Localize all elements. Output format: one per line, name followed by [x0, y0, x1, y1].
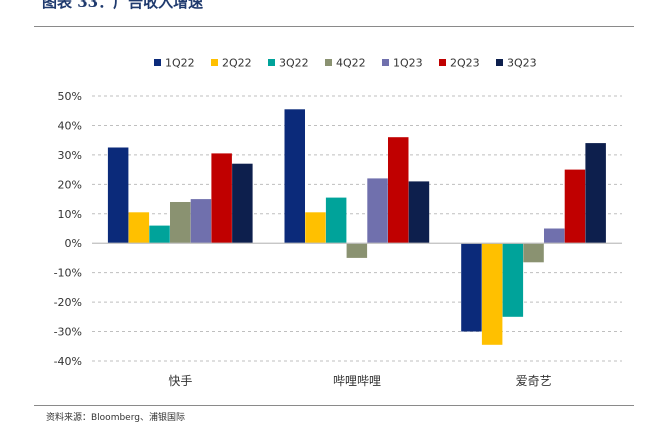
bar-1q22-2 — [284, 109, 305, 244]
bar-1q22-1 — [107, 147, 129, 244]
y-tick-label: 30% — [58, 149, 82, 162]
x-tick-label: 快手 — [168, 374, 192, 388]
y-axis-ticks: -40% -30% -20% -10% 0% 10% 20% 30% 40% 50% — [54, 90, 82, 368]
y-tick-label: 10% — [58, 208, 82, 221]
bar-2q23-3 — [564, 169, 586, 244]
title-divider — [34, 26, 634, 27]
bar-2q23-1 — [211, 153, 232, 244]
legend-swatch — [154, 59, 161, 66]
source-divider — [34, 405, 634, 406]
x-tick-label: 哔哩哔哩 — [333, 374, 381, 388]
legend-label: 1Q23 — [393, 57, 423, 70]
bar-1q22-3 — [461, 243, 482, 332]
legend-swatch — [382, 59, 389, 66]
y-tick-label: 50% — [58, 90, 82, 103]
bar-1q23-1 — [190, 199, 212, 244]
ad-revenue-growth-chart: -40% -30% -20% -10% 0% 10% 20% 30% 40% 50% 快手 哔哩哔哩… — [54, 57, 622, 388]
figure-title: 图表 33：广告收入增速 — [42, 0, 204, 11]
bar-2q23-2 — [388, 137, 409, 244]
y-tick-label: 20% — [58, 178, 82, 191]
y-tick-label: -20% — [54, 296, 82, 309]
bar-3q22-2 — [325, 197, 347, 244]
bars — [107, 109, 606, 345]
legend-swatch — [439, 59, 446, 66]
bar-3q23-3 — [585, 143, 606, 244]
legend-swatch — [325, 59, 332, 66]
bar-3q22-3 — [502, 243, 524, 317]
legend-label: 2Q22 — [222, 57, 252, 70]
bar-3q23-2 — [408, 181, 430, 244]
gridlines — [92, 95, 622, 362]
legend-label: 3Q23 — [507, 57, 537, 70]
legend-label: 1Q22 — [165, 57, 195, 70]
legend-swatch — [496, 59, 503, 66]
bar-3q23-1 — [232, 163, 253, 244]
bar-4q22-3 — [523, 243, 544, 263]
legend-label: 2Q23 — [450, 57, 480, 70]
legend-label: 3Q22 — [279, 57, 309, 70]
x-axis-ticks: 快手 哔哩哔哩 爱奇艺 — [168, 374, 551, 388]
legend-swatch — [268, 59, 275, 66]
y-tick-label: 40% — [58, 119, 82, 132]
y-tick-label: -40% — [54, 355, 82, 368]
bar-4q22-2 — [346, 243, 368, 258]
y-tick-label: -10% — [54, 267, 82, 280]
y-tick-label: -30% — [54, 326, 82, 339]
bar-4q22-1 — [170, 202, 191, 244]
legend-label: 4Q22 — [336, 57, 366, 70]
bar-1q23-3 — [544, 228, 565, 244]
legend: 1Q22 2Q22 3Q22 4Q22 1Q23 2Q23 3Q23 — [154, 57, 537, 70]
x-tick-label: 爱奇艺 — [516, 374, 552, 388]
bar-1q23-2 — [367, 178, 388, 244]
legend-swatch — [211, 59, 218, 66]
bar-2q22-3 — [481, 243, 503, 345]
source-note: 资料来源：Bloomberg、浦银国际 — [46, 413, 185, 423]
bar-2q22-1 — [128, 212, 150, 244]
bar-3q22-1 — [149, 225, 170, 244]
bar-2q22-2 — [305, 212, 326, 244]
y-tick-label: 0% — [65, 237, 82, 250]
